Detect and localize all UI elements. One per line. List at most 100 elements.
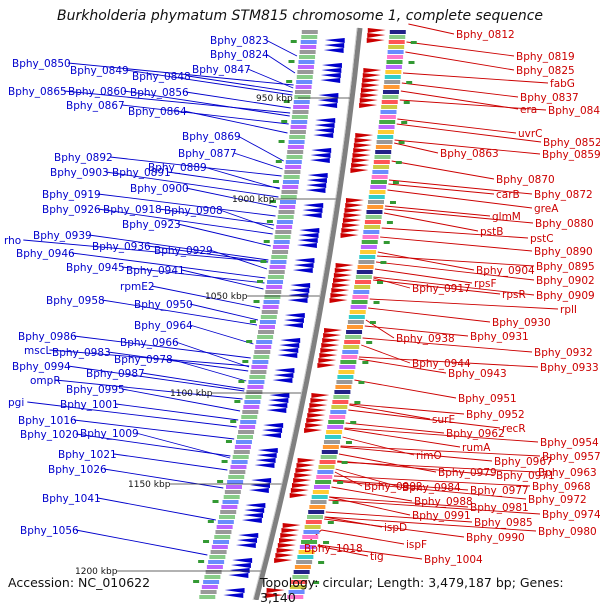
rna-marker xyxy=(230,420,237,423)
reverse-gene-arrow xyxy=(223,593,244,598)
left-leader-line xyxy=(181,269,264,290)
cog-bar-right xyxy=(319,460,336,464)
cog-bar-right xyxy=(294,565,311,569)
cog-bar-left xyxy=(214,535,231,539)
forward-gene-arrow xyxy=(320,348,339,353)
cog-bar-left xyxy=(227,480,244,484)
gene-label-bphy_0863: Bphy_0863 xyxy=(440,148,499,160)
cog-bar-right xyxy=(355,275,372,279)
cog-bar-left xyxy=(268,270,285,274)
rna-marker xyxy=(380,261,387,264)
right-leader-line xyxy=(329,496,469,508)
cog-bar-left xyxy=(280,195,297,199)
left-leader-line xyxy=(183,110,288,134)
gene-label-bphy_0984: Bphy_0984 xyxy=(402,482,461,494)
cog-bar-right xyxy=(374,155,391,159)
cog-bar-left xyxy=(219,515,236,519)
gene-label-era: era xyxy=(520,104,537,116)
reverse-gene-arrow xyxy=(299,228,320,233)
gene-label-bphy_0926: Bphy_0926 xyxy=(42,204,101,216)
reverse-gene-arrow xyxy=(244,508,265,513)
forward-gene-arrow xyxy=(308,408,327,413)
cog-bar-left xyxy=(208,560,225,564)
gene-label-bphy_0971: Bphy_0971 xyxy=(496,470,555,482)
cog-bar-left xyxy=(205,570,222,574)
cog-bar-left xyxy=(247,385,264,389)
cog-bar-right xyxy=(370,185,387,189)
cog-bar-left xyxy=(279,200,296,204)
right-leader-line xyxy=(354,379,457,399)
gene-label-bphy_0945: Bphy_0945 xyxy=(66,262,125,274)
rna-marker xyxy=(225,440,232,443)
rna-marker xyxy=(275,160,282,163)
left-leader-line xyxy=(63,90,291,114)
gene-label-tig: tig xyxy=(370,551,384,563)
cog-bar-right xyxy=(296,560,313,564)
right-leader-line xyxy=(317,545,369,557)
cog-bar-left xyxy=(283,175,300,179)
cog-bar-right xyxy=(382,95,399,99)
reverse-gene-arrow xyxy=(324,43,345,48)
gene-label-rimo: rimO xyxy=(416,450,442,462)
cog-bar-right xyxy=(375,150,392,154)
right-leader-line xyxy=(385,205,491,217)
gene-label-bphy_0952: Bphy_0952 xyxy=(466,409,525,421)
gene-features xyxy=(193,28,417,599)
reverse-gene-arrow xyxy=(298,233,319,238)
left-leader-line xyxy=(141,372,245,390)
gene-label-bphy_1026: Bphy_1026 xyxy=(48,464,107,476)
reverse-gene-arrow xyxy=(314,123,335,128)
rna-marker xyxy=(392,181,399,184)
cog-bar-left xyxy=(232,455,249,459)
right-leader-line xyxy=(374,268,473,284)
cog-bar-right xyxy=(373,160,390,164)
gene-label-bphy_0903: Bphy_0903 xyxy=(50,167,109,179)
left-leader-line xyxy=(247,68,294,89)
reverse-gene-arrow xyxy=(310,153,331,158)
forward-gene-arrow xyxy=(277,543,296,548)
gene-label-bphy_0944: Bphy_0944 xyxy=(412,358,471,370)
rna-marker xyxy=(386,221,393,224)
cog-bar-right xyxy=(338,370,355,374)
forward-gene-arrow xyxy=(294,473,313,478)
gene-label-rho: rho xyxy=(4,235,21,247)
right-leader-line xyxy=(338,453,437,473)
rna-marker xyxy=(406,81,413,84)
left-leader-line xyxy=(203,166,280,190)
forward-gene-arrow xyxy=(352,153,371,158)
cog-bar-right xyxy=(336,380,353,384)
gene-label-bphy_0919: Bphy_0919 xyxy=(42,189,101,201)
reverse-gene-arrow xyxy=(287,298,308,303)
reverse-gene-arrow xyxy=(277,353,298,358)
cog-bar-left xyxy=(221,505,238,509)
cog-bar-right xyxy=(322,445,339,449)
cog-bar-left xyxy=(276,220,293,224)
cog-bar-left xyxy=(254,350,271,354)
forward-gene-arrow xyxy=(366,38,385,43)
gene-label-bphy_0988: Bphy_0988 xyxy=(414,496,473,508)
cog-bar-right xyxy=(363,230,380,234)
cog-bar-left xyxy=(274,235,291,239)
reverse-gene-arrow xyxy=(321,68,342,73)
gene-label-bphy_0943: Bphy_0943 xyxy=(448,368,507,380)
forward-gene-arrow xyxy=(333,273,352,278)
reverse-gene-arrow xyxy=(280,338,301,343)
rna-marker xyxy=(350,421,357,424)
gene-label-bphy_0870: Bphy_0870 xyxy=(496,174,555,186)
gene-label-pgi: pgi xyxy=(8,397,24,409)
accession-text: Accession: NC_010622 xyxy=(8,575,151,590)
gene-label-bphy_0957: Bphy_0957 xyxy=(542,451,600,463)
gene-label-bphy_0992: Bphy_0992 xyxy=(364,481,423,493)
left-leader-line xyxy=(121,104,289,125)
cog-bar-right xyxy=(339,365,356,369)
forward-gene-arrow xyxy=(351,163,370,168)
reverse-gene-arrow xyxy=(321,63,342,68)
rna-marker xyxy=(408,61,415,64)
forward-gene-arrow xyxy=(319,353,338,358)
kbp-label: 950 kbp xyxy=(256,94,293,104)
left-leader-line xyxy=(73,335,251,359)
gene-label-bphy_1020: Bphy_1020 xyxy=(20,429,79,441)
cog-bar-right xyxy=(388,40,405,44)
left-leader-line xyxy=(175,341,250,368)
cog-bar-left xyxy=(291,115,308,119)
